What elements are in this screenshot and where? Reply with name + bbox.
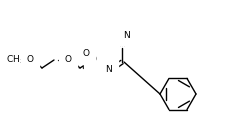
Text: O: O: [26, 55, 34, 65]
Text: N: N: [124, 30, 130, 39]
Text: O: O: [83, 50, 90, 58]
Text: CH$_3$: CH$_3$: [6, 54, 24, 66]
Text: O: O: [90, 55, 96, 65]
Text: O: O: [65, 55, 72, 65]
Text: N: N: [106, 65, 112, 74]
